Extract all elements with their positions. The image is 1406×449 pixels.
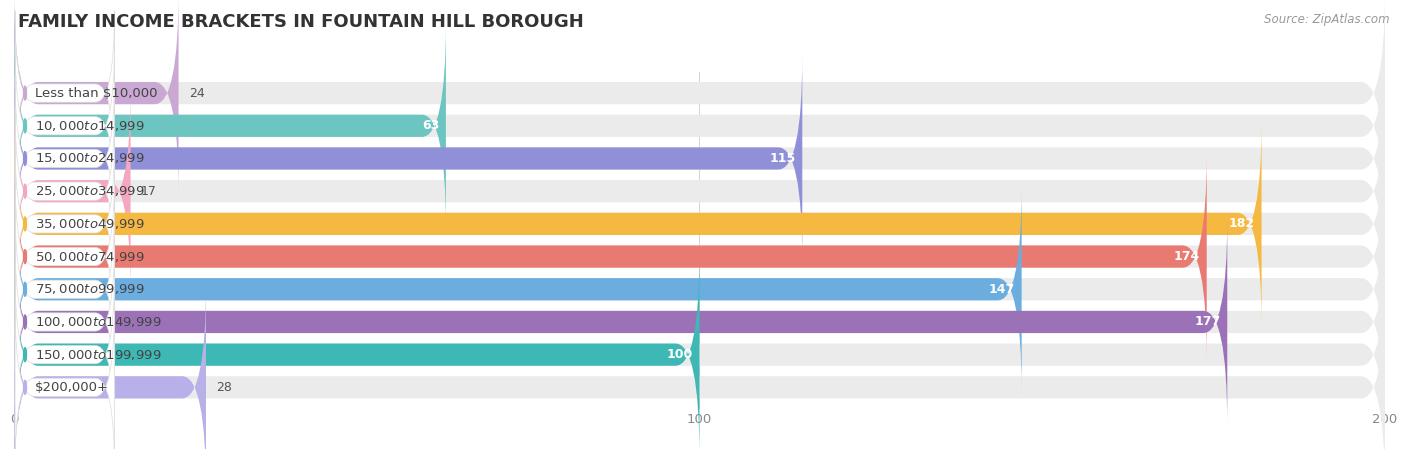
Text: 177: 177 — [1194, 316, 1220, 329]
Circle shape — [24, 152, 27, 165]
FancyBboxPatch shape — [14, 251, 700, 449]
FancyBboxPatch shape — [14, 284, 1385, 449]
FancyBboxPatch shape — [14, 0, 1385, 196]
Text: 182: 182 — [1229, 217, 1254, 230]
FancyBboxPatch shape — [14, 251, 1385, 449]
FancyBboxPatch shape — [14, 186, 1385, 392]
FancyBboxPatch shape — [14, 219, 1385, 425]
FancyBboxPatch shape — [14, 120, 1261, 327]
Circle shape — [24, 250, 27, 264]
Text: 63: 63 — [422, 119, 439, 132]
Text: $200,000+: $200,000+ — [35, 381, 108, 394]
FancyBboxPatch shape — [14, 22, 1385, 229]
FancyBboxPatch shape — [14, 55, 803, 262]
Circle shape — [24, 348, 27, 361]
Circle shape — [24, 380, 27, 394]
Text: $15,000 to $24,999: $15,000 to $24,999 — [35, 151, 145, 166]
Text: $100,000 to $149,999: $100,000 to $149,999 — [35, 315, 162, 329]
FancyBboxPatch shape — [14, 219, 1227, 425]
FancyBboxPatch shape — [15, 174, 114, 339]
FancyBboxPatch shape — [15, 76, 114, 241]
FancyBboxPatch shape — [14, 153, 1385, 360]
FancyBboxPatch shape — [14, 153, 1206, 360]
FancyBboxPatch shape — [15, 305, 114, 449]
FancyBboxPatch shape — [14, 88, 1385, 295]
Text: Less than $10,000: Less than $10,000 — [35, 87, 157, 100]
Text: 28: 28 — [217, 381, 232, 394]
FancyBboxPatch shape — [14, 0, 179, 196]
Text: 115: 115 — [769, 152, 796, 165]
Circle shape — [24, 184, 27, 198]
FancyBboxPatch shape — [14, 88, 131, 295]
Text: $10,000 to $14,999: $10,000 to $14,999 — [35, 119, 145, 133]
Circle shape — [24, 86, 27, 100]
Text: Source: ZipAtlas.com: Source: ZipAtlas.com — [1264, 13, 1389, 26]
Circle shape — [24, 282, 27, 296]
FancyBboxPatch shape — [15, 207, 114, 372]
Text: $75,000 to $99,999: $75,000 to $99,999 — [35, 282, 145, 296]
FancyBboxPatch shape — [14, 120, 1385, 327]
FancyBboxPatch shape — [14, 284, 207, 449]
FancyBboxPatch shape — [14, 22, 446, 229]
Text: 147: 147 — [988, 283, 1015, 296]
FancyBboxPatch shape — [14, 55, 1385, 262]
Text: 174: 174 — [1174, 250, 1199, 263]
FancyBboxPatch shape — [15, 239, 114, 405]
FancyBboxPatch shape — [15, 109, 114, 273]
FancyBboxPatch shape — [15, 44, 114, 208]
Circle shape — [24, 119, 27, 133]
FancyBboxPatch shape — [15, 272, 114, 437]
Text: $150,000 to $199,999: $150,000 to $199,999 — [35, 348, 162, 361]
Text: $35,000 to $49,999: $35,000 to $49,999 — [35, 217, 145, 231]
FancyBboxPatch shape — [15, 141, 114, 306]
Text: $25,000 to $34,999: $25,000 to $34,999 — [35, 184, 145, 198]
Text: 24: 24 — [188, 87, 205, 100]
Text: FAMILY INCOME BRACKETS IN FOUNTAIN HILL BOROUGH: FAMILY INCOME BRACKETS IN FOUNTAIN HILL … — [18, 13, 583, 31]
Circle shape — [24, 217, 27, 231]
Text: 17: 17 — [141, 185, 156, 198]
Circle shape — [24, 315, 27, 329]
FancyBboxPatch shape — [15, 11, 114, 176]
Text: 100: 100 — [666, 348, 693, 361]
FancyBboxPatch shape — [14, 186, 1022, 392]
Text: $50,000 to $74,999: $50,000 to $74,999 — [35, 250, 145, 264]
